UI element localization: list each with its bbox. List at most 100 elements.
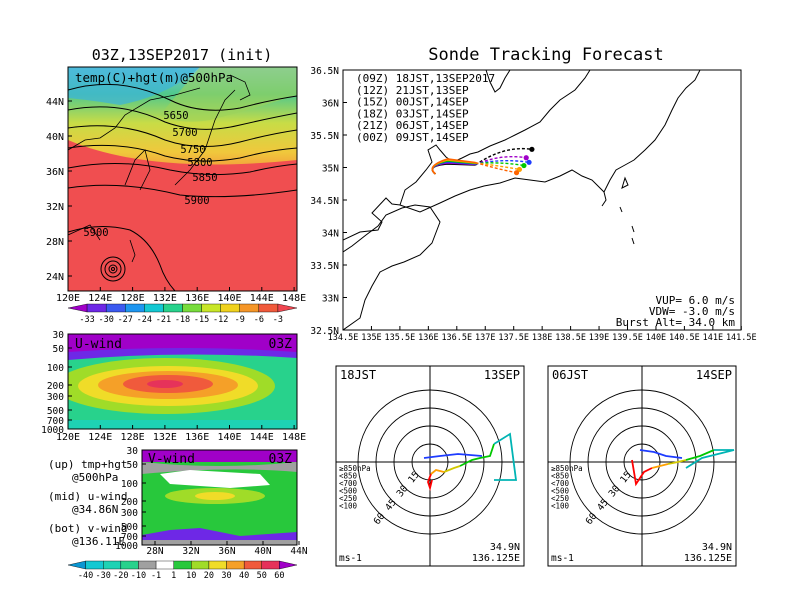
track-landing-point [526, 159, 532, 165]
track-landing-point [523, 155, 529, 161]
p-tick-label: 30 [53, 330, 65, 341]
vwind-colorbar: -40 -30 -20 -10 -1 1 10 20 30 40 50 60 [67, 560, 298, 581]
hodograph-lon: 136.125E [684, 553, 732, 564]
note-mid-b: @34.86N [72, 503, 118, 516]
colorbar-tick-label: -12 [213, 315, 228, 325]
hodograph-trace [430, 469, 445, 475]
contour-label: 5850 [192, 172, 217, 184]
note-bot-a: (bot) v-wind [48, 522, 127, 535]
p-tick-label: 300 [47, 392, 64, 403]
colorbar-tick-label: -21 [156, 315, 171, 325]
colorbar-swatch [277, 303, 298, 313]
colorbar-tick-label: 1 [171, 571, 176, 581]
colorbar-swatch [173, 560, 192, 570]
lat-tick-label: 40N [46, 132, 64, 143]
left-title: 03Z,13SEP2017 (init) [92, 46, 273, 64]
colorbar-tick-label: -27 [118, 315, 133, 325]
colorbar-tick-label: -1 [151, 571, 161, 581]
hodograph-trace [631, 459, 653, 487]
lat-tick-label: 36N [46, 167, 64, 178]
level-legend: <850 [339, 472, 358, 481]
colorbar-tick-label: 60 [274, 571, 284, 581]
lon-tick-label: 136E [185, 432, 209, 443]
p-tick-label: 700 [47, 416, 64, 427]
lon-tick-label: 132E [153, 432, 177, 443]
contour-label: 5650 [163, 110, 188, 122]
lon-tick-label: 124E [88, 293, 112, 304]
hodograph-trace [685, 449, 715, 461]
lat-tick-label: 33N [322, 294, 339, 305]
lat-tick-label: 35N [322, 164, 339, 175]
hodograph-unit: ms-1 [551, 553, 574, 564]
lat-tick-label: 34N [322, 229, 339, 240]
colorbar-tick-label: -6 [254, 315, 264, 325]
colorbar-swatch [279, 560, 298, 570]
hodograph-lat: 34.9N [702, 542, 732, 553]
track-legend-item: (00Z) 09JST,14SEP [356, 131, 469, 144]
colorbar-swatch [163, 303, 183, 313]
lon-tick-label: 135E [361, 333, 381, 343]
lat-tick-label: 35.5N [310, 131, 339, 142]
lat-tick-label: 32N [182, 546, 199, 557]
lon-tick-label: 140E [217, 293, 241, 304]
level-legend: <500 [339, 487, 358, 496]
contour-label: 5700 [172, 127, 197, 139]
colorbar-swatch [86, 303, 107, 313]
lon-tick-label: 140E [217, 432, 241, 443]
p-tick-label: 500 [121, 522, 138, 533]
colorbar-tick-label: -30 [96, 571, 111, 581]
colorbar-swatch [105, 303, 126, 313]
map500-axes: 44N 40N 36N 32N 28N 24N 120E 124E 128E 132E 136E 14… [46, 97, 306, 304]
colorbar-tick-label: -24 [137, 315, 152, 325]
note-up-b: @500hPa [72, 471, 118, 484]
hodograph-unit: ms-1 [339, 553, 362, 564]
p-tick-label: 1000 [115, 541, 138, 552]
lon-tick-label: 148E [282, 432, 306, 443]
colorbar-swatch [85, 560, 104, 570]
track-landing-point [513, 170, 520, 176]
lat-tick-label: 28N [146, 546, 163, 557]
lon-tick-label: 137.5E [498, 333, 529, 343]
track-descent [475, 162, 520, 171]
lon-tick-label: 136E [418, 333, 438, 343]
u-wind-label: U-wind [75, 337, 122, 352]
contour-label: 5800 [187, 157, 212, 169]
v-wind-label: V-wind [148, 452, 195, 467]
lon-tick-label: 144E [250, 293, 274, 304]
p-tick-label: 500 [47, 406, 64, 417]
track-descent [475, 161, 517, 174]
colorbar-swatch [182, 303, 202, 313]
lon-tick-label: 139E [589, 333, 609, 343]
colorbar-swatch [120, 560, 139, 570]
level-legend: <700 [339, 479, 358, 488]
colorbar-swatch [103, 560, 122, 570]
lon-tick-label: 144E [250, 432, 274, 443]
colorbar-tick-label: -10 [131, 571, 146, 581]
track-ascent [431, 158, 476, 175]
param-vdw: VDW= -3.0 m/s [649, 305, 735, 318]
p-tick-label: 50 [53, 344, 65, 355]
colorbar-swatch [191, 560, 210, 570]
coastline [343, 70, 701, 330]
note-mid-a: (mid) u-wind [48, 490, 127, 503]
level-legend: <250 [551, 494, 570, 503]
track-legend-item: (12Z) 21JST,13SEP [356, 84, 469, 97]
lon-tick-label: 132E [153, 293, 177, 304]
contour-label: 5750 [180, 144, 205, 156]
track-descent [475, 155, 527, 166]
p-tick-label: 300 [121, 508, 138, 519]
colorbar-tick-label: 10 [186, 571, 196, 581]
lon-tick-label: 140.5E [669, 333, 700, 343]
hodograph-trace [639, 449, 683, 459]
hodograph-date: 14SEP [696, 368, 732, 382]
lat-tick-label: 34.5N [310, 196, 339, 207]
colorbar-swatch [239, 303, 260, 313]
track-descent [475, 159, 530, 165]
colorbar-tick-label: -18 [175, 315, 190, 325]
colorbar-tick-label: -3 [273, 315, 283, 325]
hodograph-lat: 34.9N [490, 542, 520, 553]
hodograph-trace [459, 443, 495, 467]
